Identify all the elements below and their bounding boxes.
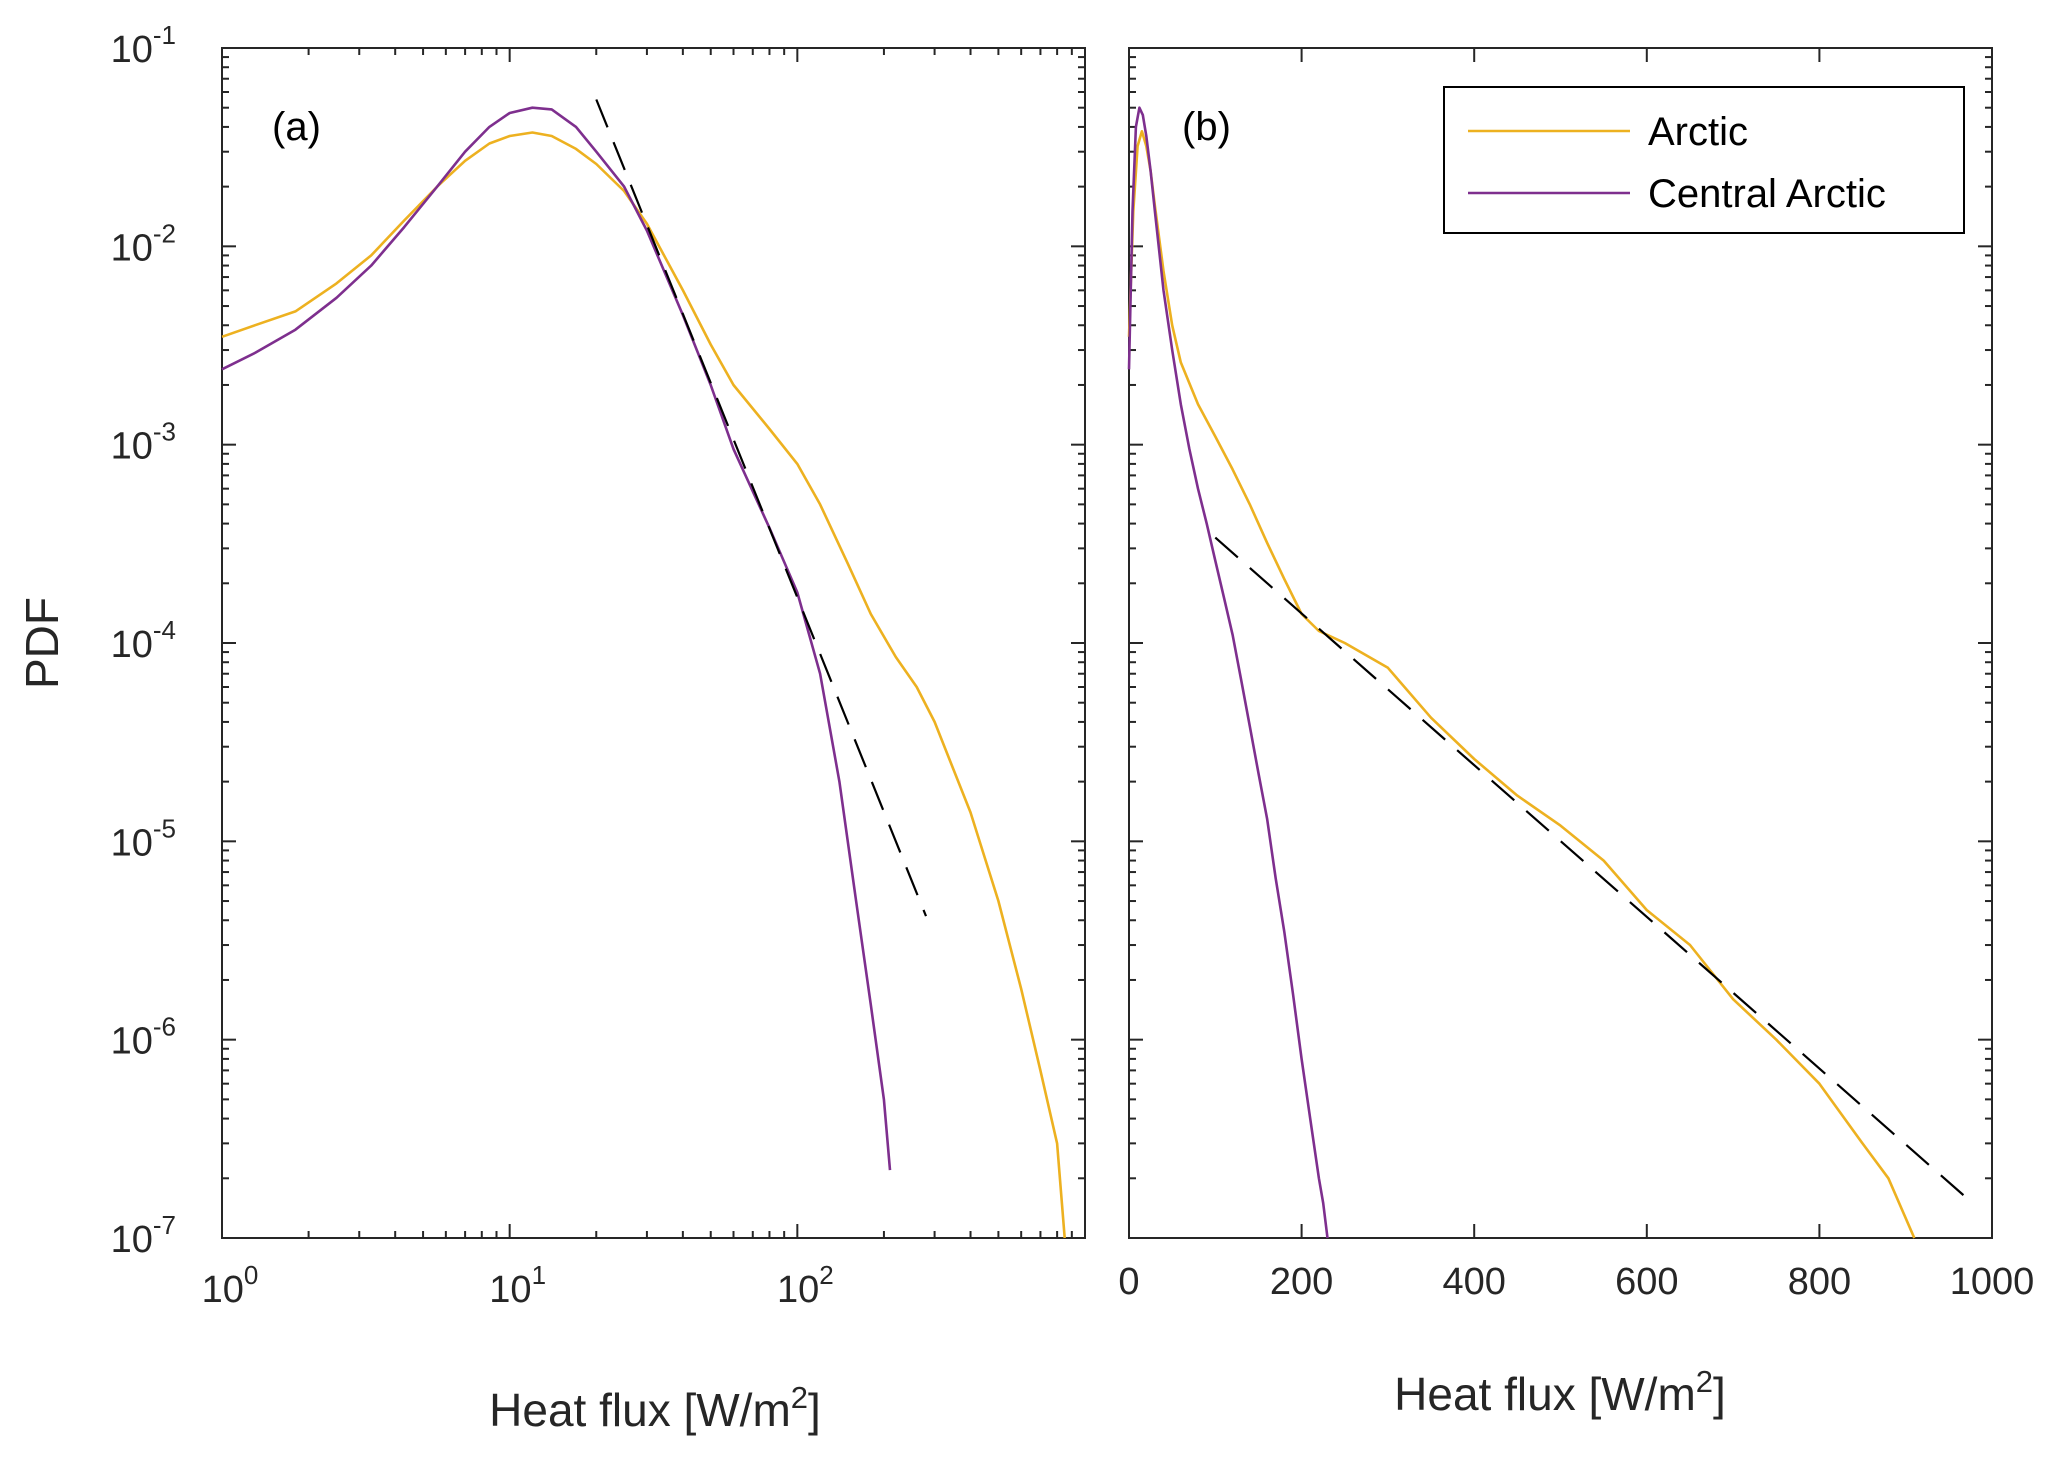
y-tick-exp: -1: [153, 20, 176, 50]
panel-a-xlabel-end: ]: [808, 1384, 821, 1436]
y-tick-exp: -3: [153, 417, 176, 447]
x-tick-label: 1000: [1950, 1261, 2035, 1303]
panel-a-xlabel-sup: 2: [791, 1380, 808, 1415]
panel-b-xlabel: Heat flux [W/m2]: [1394, 1364, 1726, 1420]
x-tick-label: 101: [489, 1260, 546, 1311]
x-tick-exp: 0: [244, 1260, 258, 1290]
series-central-arctic: [1127, 106, 1329, 1239]
panel-a-ylabel: PDF: [16, 597, 68, 689]
x-tick-exp: 2: [819, 1260, 833, 1290]
legend-box: [1443, 86, 1965, 234]
x-tick-label: 102: [777, 1260, 834, 1311]
panel-b-xlabel-sup: 2: [1696, 1364, 1713, 1399]
panel-a-xlabel-main: Heat flux [W/m: [489, 1384, 791, 1436]
y-tick-base: 10: [111, 29, 153, 71]
x-tick-label: 200: [1270, 1261, 1333, 1303]
y-tick-base: 10: [111, 822, 153, 864]
x-tick-base: 10: [489, 1269, 531, 1311]
y-tick-base: 10: [111, 624, 153, 666]
x-tick-label: 600: [1615, 1261, 1678, 1303]
y-tick-exp: -5: [153, 813, 176, 843]
series-arctic: [221, 131, 1066, 1239]
y-tick-label: 10-2: [111, 218, 176, 269]
y-tick-base: 10: [111, 1219, 153, 1261]
y-tick-label: 10-7: [111, 1210, 176, 1261]
panel-b-xlabel-main: Heat flux [W/m: [1394, 1368, 1696, 1420]
y-tick-base: 10: [111, 227, 153, 269]
y-tick-base: 10: [111, 1021, 153, 1063]
series-arctic: [1127, 130, 1916, 1239]
panel-a-frame: [221, 47, 1086, 1239]
panel-a-series: [221, 99, 1066, 1239]
x-tick-base: 10: [777, 1269, 819, 1311]
y-tick-exp: -6: [153, 1012, 176, 1042]
x-tick-label: 800: [1788, 1261, 1851, 1303]
x-tick-label: 100: [202, 1260, 259, 1311]
legend-label-arctic: Arctic: [1648, 110, 1748, 154]
series-central-arctic: [221, 106, 892, 1171]
y-tick-exp: -2: [153, 218, 176, 248]
panel-b-ticks: 0 200 400 600 800 1000: [1118, 47, 2035, 1303]
y-tick-exp: -7: [153, 1210, 176, 1240]
x-tick-label: 400: [1442, 1261, 1505, 1303]
panel-b-label: (b): [1182, 105, 1231, 149]
series-power-law-fit: [595, 99, 928, 917]
x-tick-base: 10: [202, 1269, 244, 1311]
panel-b-series: [1127, 106, 1967, 1239]
x-tick-exp: 1: [532, 1260, 546, 1290]
legend-label-central-arctic: Central Arctic: [1648, 172, 1886, 216]
panel-b: 0 200 400 600 800 1000 (b) Heat flux [W/m2] A…: [1118, 47, 2035, 1420]
panel-a-xlabel: Heat flux [W/m2]: [489, 1380, 821, 1436]
y-tick-label: 10-5: [111, 813, 176, 864]
y-tick-label: 10-1: [111, 20, 176, 71]
y-tick-label: 10-3: [111, 417, 176, 468]
x-tick-label: 0: [1118, 1261, 1139, 1303]
y-tick-label: 10-4: [111, 615, 176, 666]
y-tick-base: 10: [111, 426, 153, 468]
series-exponential-fit: [1214, 536, 1967, 1199]
panel-a-label: (a): [272, 105, 321, 149]
panel-b-xlabel-end: ]: [1713, 1368, 1726, 1420]
y-tick-label: 10-6: [111, 1012, 176, 1063]
legend: Arctic Central Arctic: [1443, 86, 1965, 234]
y-tick-exp: -4: [153, 615, 176, 645]
